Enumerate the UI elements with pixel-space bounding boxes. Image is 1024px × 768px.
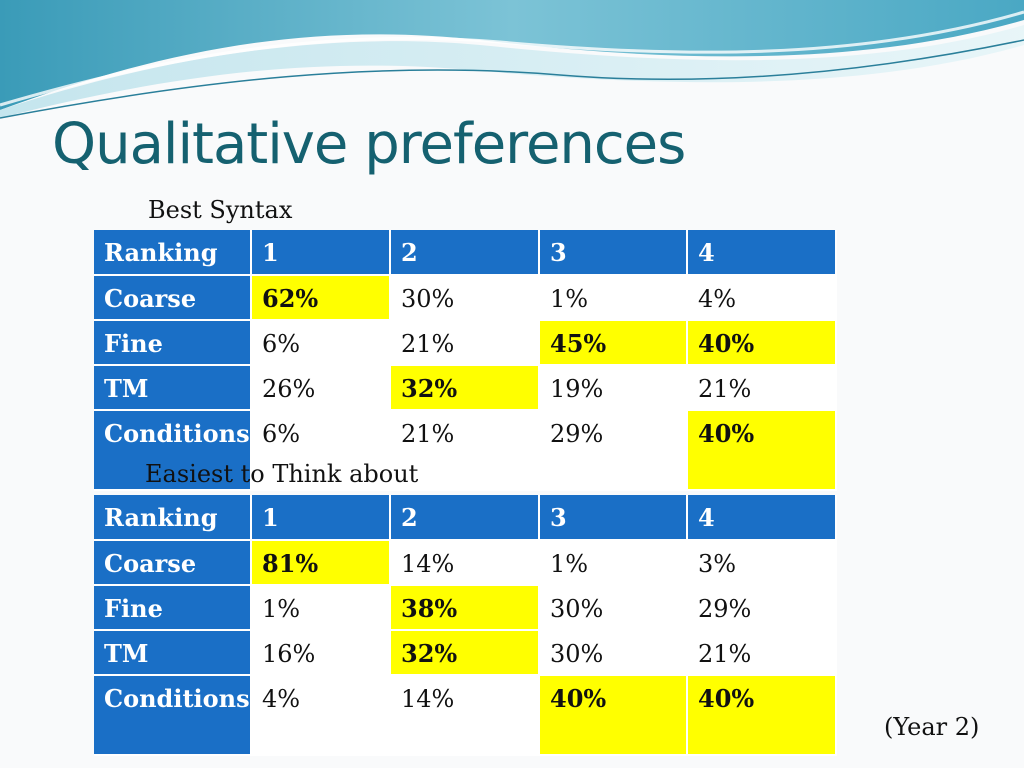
table-cell: 30% [539, 585, 688, 631]
table-cell: 81% [251, 540, 391, 586]
header-cell: 3 [539, 495, 688, 541]
table-cell: 21% [390, 410, 540, 491]
table-cell: 21% [687, 630, 837, 676]
table-cell: 19% [539, 365, 688, 411]
table-header-row: Ranking 1 2 3 4 [94, 495, 837, 541]
table-cell: 26% [251, 365, 391, 411]
table-row: Conditions 6% 21% 29% 40% [94, 410, 837, 491]
table-cell: 4% [251, 675, 391, 756]
table-row: TM 26% 32% 19% 21% [94, 365, 837, 411]
row-label: Coarse [94, 540, 252, 586]
table-row: Fine 6% 21% 45% 40% [94, 320, 837, 366]
table-cell: 6% [251, 410, 391, 491]
header-cell: 4 [687, 495, 837, 541]
table-cell: 1% [539, 540, 688, 586]
table-cell: 62% [251, 275, 391, 321]
table-cell: 14% [390, 540, 540, 586]
table-cell: 29% [539, 410, 688, 491]
easiest-to-think-table: Ranking 1 2 3 4 Coarse 81% 14% 1% 3% Fin… [94, 495, 837, 756]
header-cell: 1 [251, 495, 391, 541]
row-label: TM [94, 365, 252, 411]
table-cell: 30% [539, 630, 688, 676]
table-cell: 1% [539, 275, 688, 321]
row-label: Conditions [94, 410, 252, 491]
table-cell: 32% [390, 630, 540, 676]
table-row: TM 16% 32% 30% 21% [94, 630, 837, 676]
table-cell: 4% [687, 275, 837, 321]
header-cell: 4 [687, 230, 837, 276]
header-cell: 2 [390, 495, 540, 541]
header-cell: 1 [251, 230, 391, 276]
row-label: Fine [94, 320, 252, 366]
header-cell: 2 [390, 230, 540, 276]
table-cell: 1% [251, 585, 391, 631]
table-cell: 40% [687, 410, 837, 491]
table-cell: 16% [251, 630, 391, 676]
table-cell: 38% [390, 585, 540, 631]
row-label: Fine [94, 585, 252, 631]
row-label: TM [94, 630, 252, 676]
table-caption-best-syntax: Best Syntax [148, 196, 293, 224]
table-cell: 3% [687, 540, 837, 586]
table-cell: 29% [687, 585, 837, 631]
table-cell: 30% [390, 275, 540, 321]
table-cell: 40% [687, 675, 837, 756]
table-cell: 14% [390, 675, 540, 756]
decorative-wave-header [0, 0, 1024, 119]
table-caption-easiest: Easiest to Think about [145, 460, 419, 488]
table-cell: 40% [539, 675, 688, 756]
table-row: Coarse 62% 30% 1% 4% [94, 275, 837, 321]
best-syntax-table: Ranking 1 2 3 4 Coarse 62% 30% 1% 4% Fin… [94, 230, 837, 491]
table-row: Coarse 81% 14% 1% 3% [94, 540, 837, 586]
header-cell: 3 [539, 230, 688, 276]
year-note: (Year 2) [884, 713, 980, 741]
table-cell: 45% [539, 320, 688, 366]
header-cell: Ranking [94, 230, 252, 276]
table-header-row: Ranking 1 2 3 4 [94, 230, 837, 276]
table-row: Fine 1% 38% 30% 29% [94, 585, 837, 631]
slide-title: Qualitative preferences [52, 112, 686, 177]
table-cell: 32% [390, 365, 540, 411]
header-cell: Ranking [94, 495, 252, 541]
table-cell: 6% [251, 320, 391, 366]
table-cell: 21% [687, 365, 837, 411]
table-cell: 40% [687, 320, 837, 366]
table-cell: 21% [390, 320, 540, 366]
table-row: Conditions 4% 14% 40% 40% [94, 675, 837, 756]
row-label: Coarse [94, 275, 252, 321]
row-label: Conditions [94, 675, 252, 756]
